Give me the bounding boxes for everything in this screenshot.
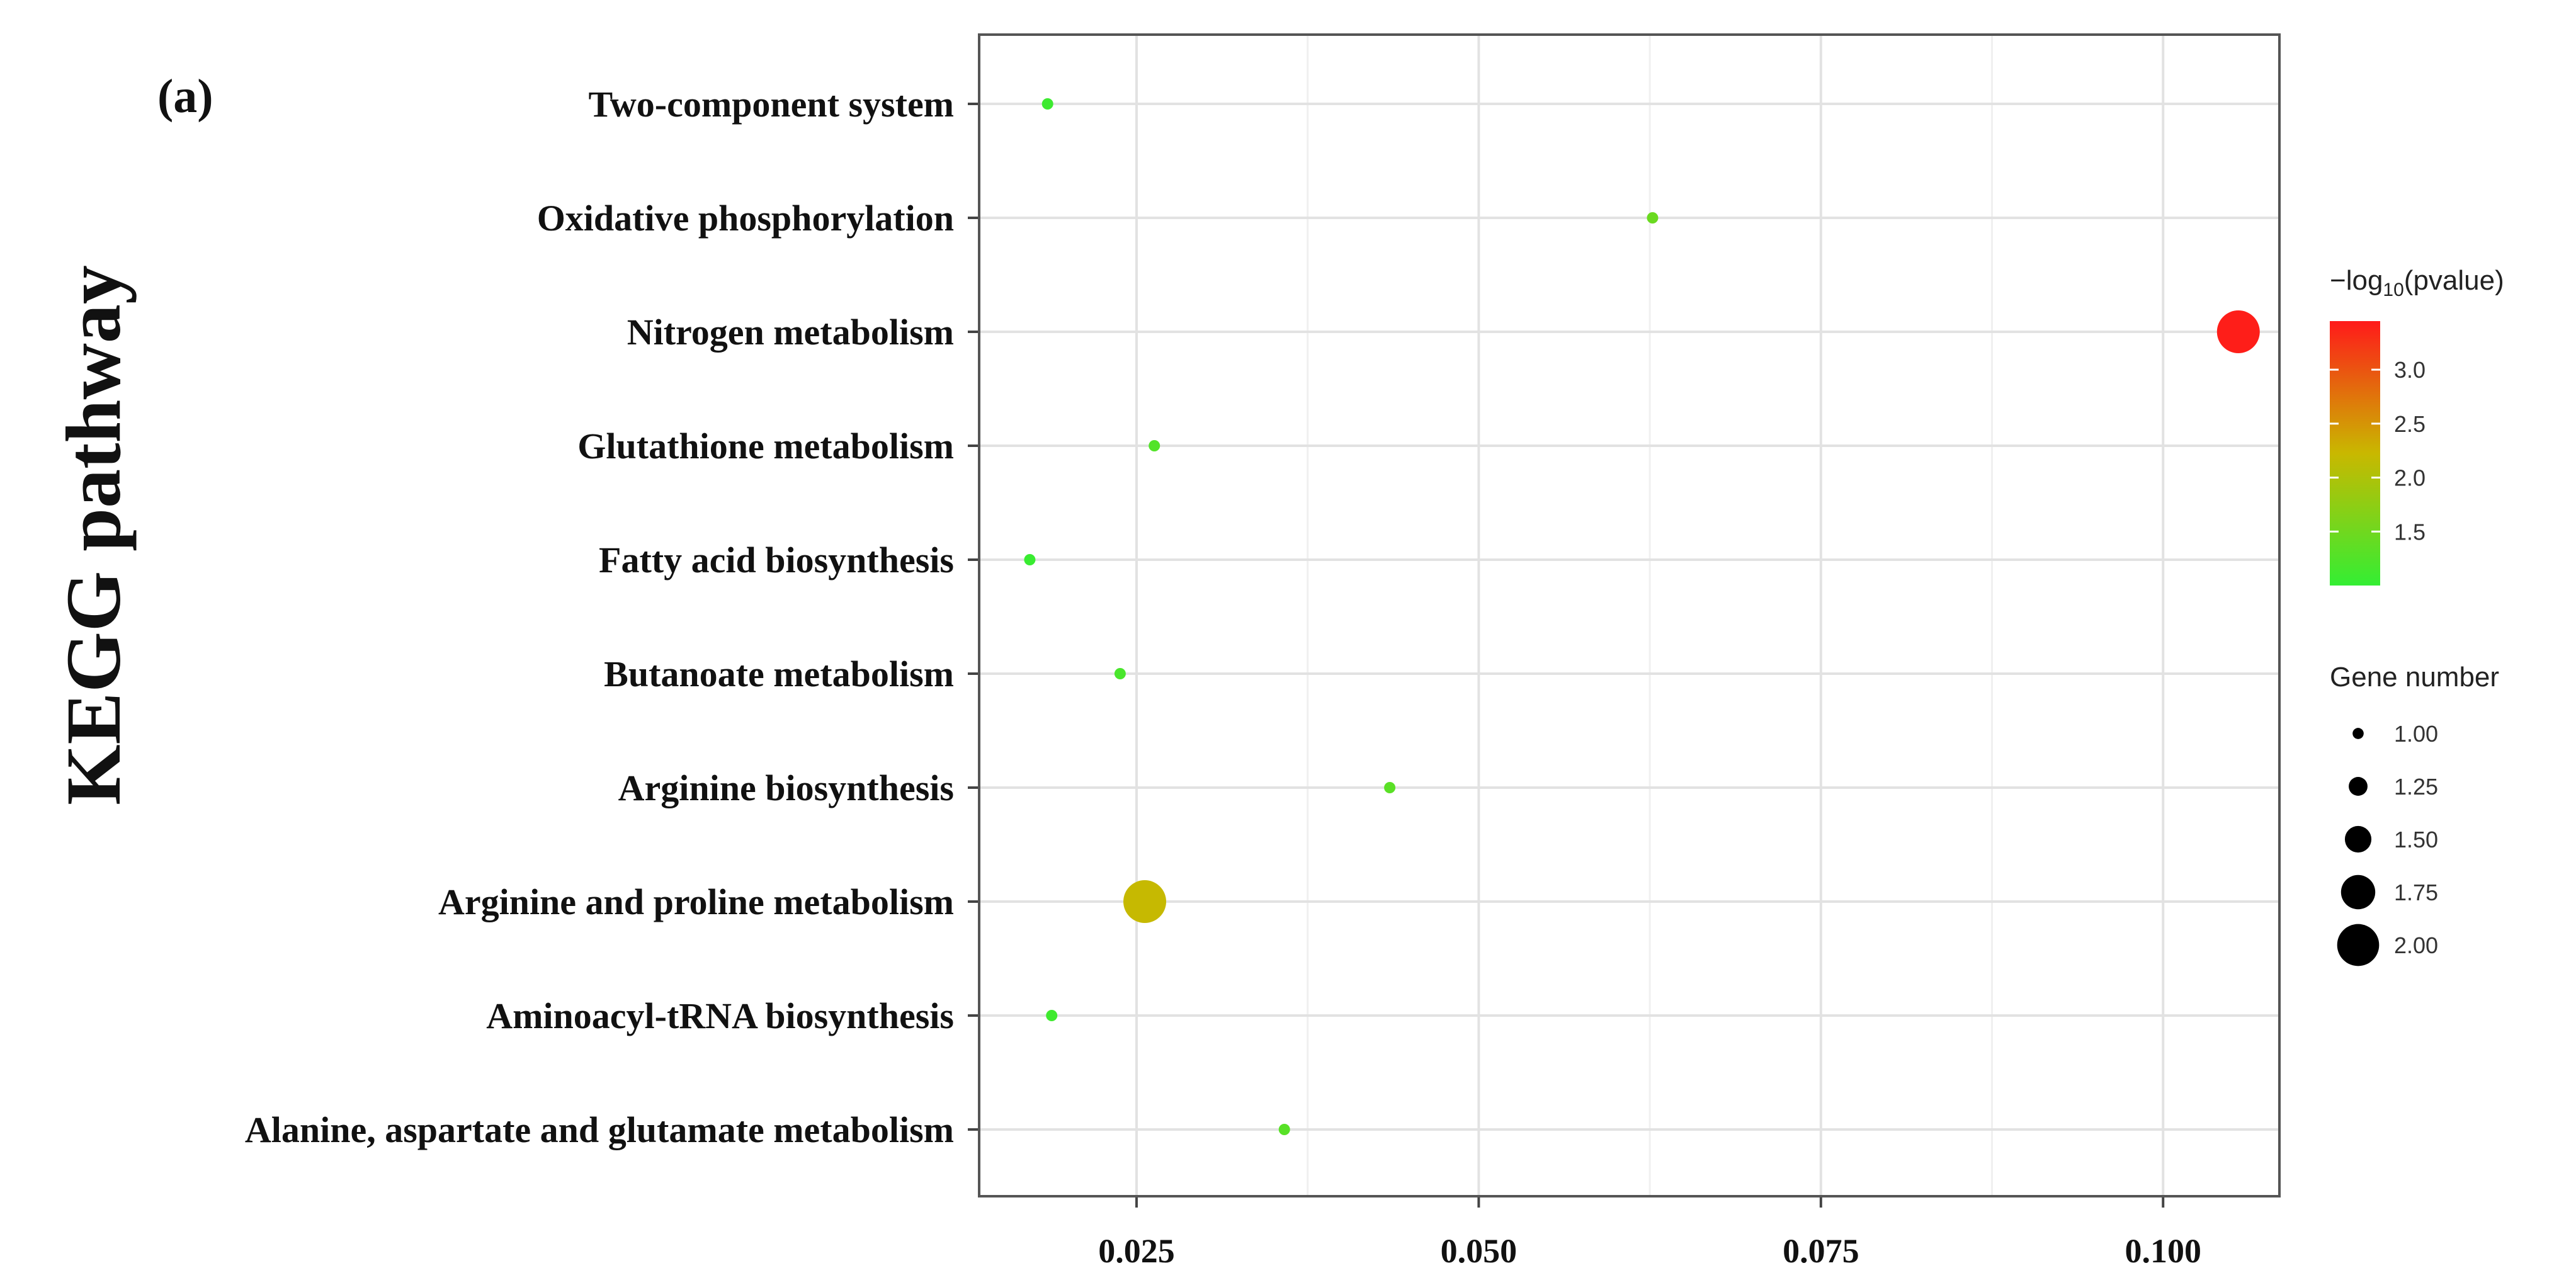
size-legend-dot: [2341, 875, 2376, 910]
category-label: Two-component system: [589, 84, 954, 125]
category-label: Arginine biosynthesis: [618, 767, 954, 808]
color-legend-label: 3.0: [2394, 357, 2426, 383]
data-point: [2216, 310, 2260, 353]
color-legend-label: 2.5: [2394, 411, 2426, 437]
category-label: Alanine, aspartate and glutamate metabol…: [245, 1109, 954, 1150]
category-label: Aminoacyl-tRNA biosynthesis: [486, 995, 954, 1036]
panel-label: (a): [157, 70, 213, 123]
y-axis-label: KEGG pathway: [50, 265, 137, 805]
x-tick-label: 0.050: [1441, 1232, 1518, 1270]
category-label: Arginine and proline metabolism: [438, 881, 954, 922]
data-point: [1024, 554, 1036, 565]
color-bar: [2330, 321, 2380, 586]
x-tick-label: 0.025: [1098, 1232, 1175, 1270]
data-point: [1384, 782, 1396, 793]
size-legend-dot: [2352, 728, 2364, 739]
size-legend-label: 1.00: [2394, 721, 2438, 747]
x-tick-label: 0.100: [2125, 1232, 2201, 1270]
data-point: [1114, 668, 1126, 679]
plot-area: 0.025 0.050 0.075 0.100 Two-component system…: [245, 33, 2281, 1270]
size-legend-label: 1.25: [2394, 774, 2438, 800]
color-legend-label: 2.0: [2394, 465, 2426, 491]
category-label: Fatty acid biosynthesis: [599, 540, 954, 580]
plot-background: [979, 35, 2279, 1196]
size-legend-title: Gene number: [2330, 662, 2499, 693]
data-point: [1278, 1124, 1290, 1135]
size-legend-dot: [2337, 924, 2380, 966]
size-legend-dot: [2344, 825, 2372, 853]
data-point: [1046, 1010, 1058, 1021]
data-point: [1041, 98, 1053, 110]
color-legend-label: 1.5: [2394, 519, 2426, 545]
size-legend-dot: [2349, 777, 2368, 796]
data-point: [1123, 880, 1167, 923]
category-label: Glutathione metabolism: [577, 426, 954, 467]
data-point: [1149, 440, 1160, 451]
color-legend: −log10(pvalue) 1.5 2.0 2.5 3.0: [2330, 265, 2504, 586]
size-legend: Gene number 1.00 1.25 1.50 1.75 2.00: [2330, 662, 2499, 966]
plot-border: [978, 33, 2281, 1197]
size-legend-label: 1.50: [2394, 827, 2438, 852]
category-label: Oxidative phosphorylation: [537, 198, 954, 239]
x-tick-label: 0.075: [1783, 1232, 1859, 1270]
category-label: Nitrogen metabolism: [627, 312, 954, 353]
size-legend-label: 1.75: [2394, 880, 2438, 905]
color-legend-title: −log10(pvalue): [2330, 265, 2504, 300]
category-label: Butanoate metabolism: [604, 654, 954, 694]
data-point: [1647, 212, 1659, 224]
size-legend-label: 2.00: [2394, 932, 2438, 958]
